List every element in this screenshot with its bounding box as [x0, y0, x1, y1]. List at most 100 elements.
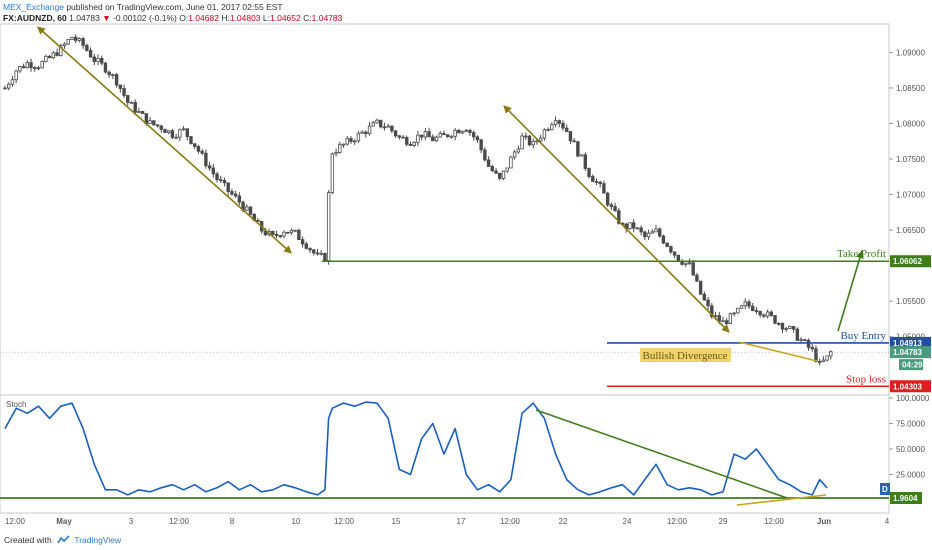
candle-body: [193, 143, 197, 147]
candle-body: [118, 84, 123, 89]
candle-body: [349, 138, 353, 142]
y-tick-label: 1.07000: [896, 191, 925, 200]
level-label: Buy Entry: [840, 330, 886, 342]
take-profit-price-tag: [890, 255, 931, 268]
candle-body: [88, 50, 93, 58]
candle-body: [791, 326, 796, 330]
stoch-divergence-line: [736, 494, 827, 506]
candle-body: [769, 311, 774, 316]
candle-body: [505, 167, 509, 172]
stoch-badge[interactable]: [880, 483, 890, 495]
candle-body: [107, 71, 111, 76]
candle-body: [594, 181, 599, 183]
candle-body: [330, 153, 335, 194]
candle-body: [137, 111, 141, 113]
y-tick-label: 1.06500: [896, 226, 925, 235]
candle-body: [319, 252, 323, 255]
candle-body: [661, 235, 666, 244]
tradingview-logo-icon: [57, 535, 70, 544]
candle-body: [181, 128, 186, 131]
candle-body: [85, 44, 89, 51]
candle-body: [639, 227, 643, 233]
candle-body: [122, 88, 126, 96]
candle-body: [814, 348, 818, 362]
candle-body: [155, 124, 160, 127]
candle-body: [512, 151, 517, 158]
candle-body: [460, 130, 465, 134]
candle-body: [810, 346, 814, 350]
candle-body: [274, 234, 279, 236]
tradingview-brand[interactable]: TradingView: [74, 535, 122, 545]
candle-body: [14, 70, 18, 81]
candle-body: [401, 136, 405, 139]
candle-body: [803, 339, 807, 341]
candle-body: [323, 252, 327, 262]
candle-body: [300, 239, 305, 245]
candle-body: [684, 262, 688, 265]
candle-body: [230, 191, 234, 195]
candle-body: [531, 140, 535, 146]
candle-body: [189, 136, 193, 145]
candle-body: [278, 235, 282, 237]
candle-body: [498, 172, 502, 179]
x-tick-label: 17: [457, 517, 466, 526]
candle-body: [654, 228, 658, 233]
level-tag-text: 1.04303: [893, 382, 922, 391]
candle-body: [538, 137, 543, 142]
candle-body: [47, 55, 52, 59]
candle-body: [457, 129, 461, 134]
candle-body: [576, 141, 580, 157]
x-tick-label: 12:00: [667, 517, 688, 526]
candle-body: [587, 168, 591, 177]
publisher-name[interactable]: MEX_Exchange: [3, 2, 64, 12]
candle-body: [829, 351, 833, 357]
candle-body: [33, 67, 37, 70]
level-tag-text: 1.04913: [893, 339, 922, 348]
candle-body: [509, 156, 513, 169]
candle-body: [445, 134, 450, 137]
candle-body: [222, 180, 227, 184]
candle-body: [92, 56, 96, 62]
close-value: 1.04783: [311, 13, 343, 23]
candle-body: [643, 231, 647, 238]
main-pane[interactable]: [0, 23, 890, 396]
candle-body: [646, 232, 651, 238]
candle-body: [628, 222, 632, 230]
candle-body: [747, 301, 751, 307]
candle-body: [557, 120, 561, 124]
candle-body: [3, 87, 7, 90]
candle-body: [21, 66, 26, 69]
candle-body: [312, 249, 316, 254]
candle-body: [479, 139, 483, 151]
candle-body: [602, 183, 606, 194]
candle-body: [338, 144, 342, 153]
candle-body: [73, 36, 78, 41]
candle-body: [159, 125, 163, 130]
candle-body: [605, 192, 610, 206]
candle-body: [163, 128, 167, 133]
x-tick-label: 29: [719, 517, 728, 526]
candle-body: [427, 131, 431, 138]
target-arrow: [837, 250, 864, 332]
candle-body: [341, 143, 346, 146]
candle-body: [207, 165, 212, 169]
stoch-level-text: 1.9604: [893, 494, 918, 503]
stoch-title: Stoch: [6, 400, 26, 409]
low-value: 1.04652: [270, 13, 301, 23]
candle-body: [126, 95, 130, 103]
countdown-tag: [899, 359, 923, 371]
last-price: 1.04783: [69, 13, 100, 23]
candle-body: [591, 176, 595, 182]
candle-body: [66, 39, 70, 45]
candle-body: [152, 120, 156, 126]
candle-body: [579, 154, 584, 157]
candle-body: [289, 230, 294, 234]
candle-body: [546, 128, 550, 131]
candle-body: [635, 227, 640, 230]
symbol-label[interactable]: FX:AUDNZD, 60: [3, 13, 67, 23]
candle-body: [293, 229, 297, 232]
divergence-label-bg: [640, 348, 731, 362]
x-tick-label: 15: [392, 517, 401, 526]
